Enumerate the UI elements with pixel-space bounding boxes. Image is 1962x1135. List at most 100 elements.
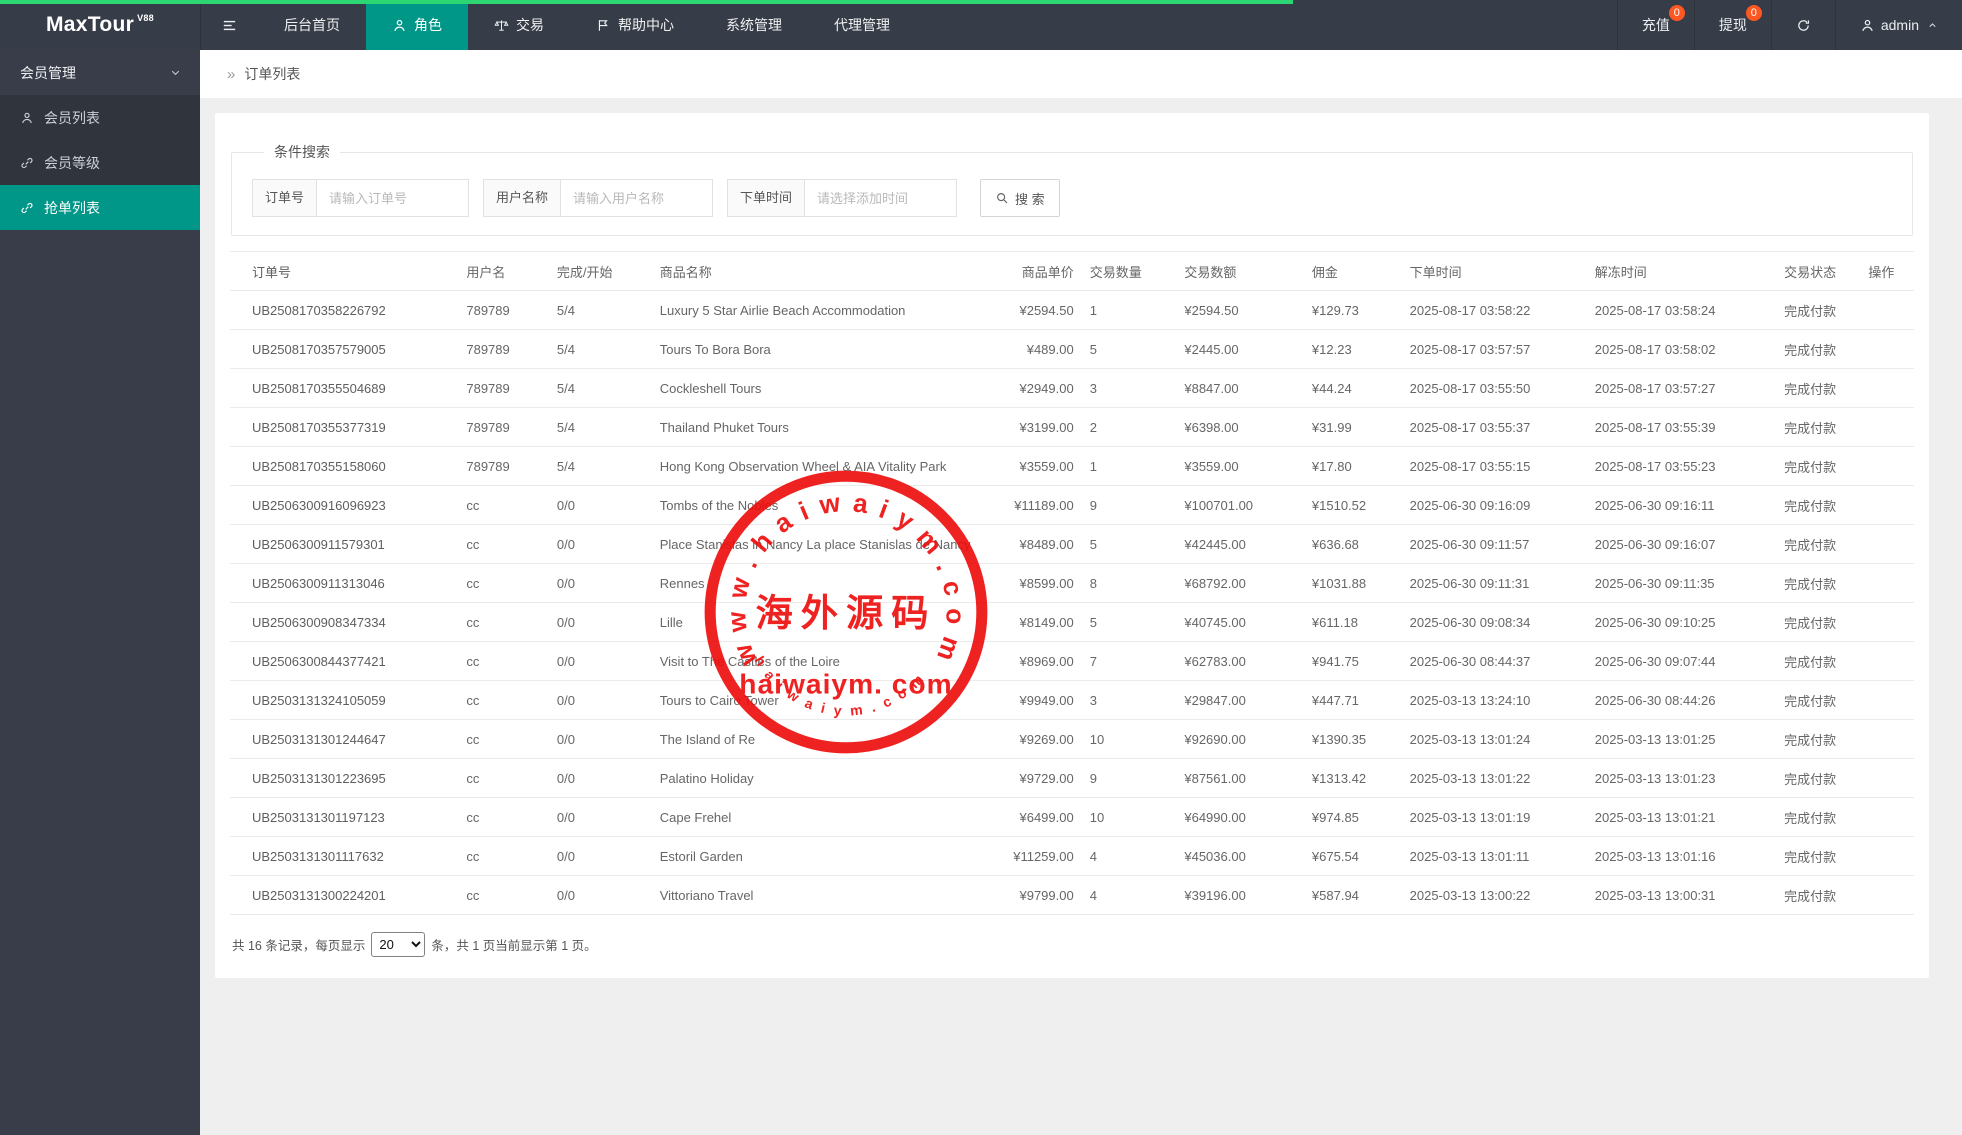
table-cell: ¥64990.00 — [1176, 797, 1304, 837]
table-cell: 2025-08-17 03:58:02 — [1586, 329, 1777, 369]
nav-tab[interactable]: 交易 — [468, 0, 570, 50]
table-cell: 3 — [1081, 368, 1177, 408]
table-cell: cc — [458, 602, 549, 642]
sidebar: 会员管理 会员列表 会员等级 抢单列表 — [0, 50, 200, 1135]
quick-link[interactable]: 提现 0 — [1693, 0, 1771, 50]
table-cell: The Island of Re — [651, 719, 977, 759]
nav-tab-label: 帮助中心 — [618, 17, 674, 33]
quick-link[interactable]: 充值 0 — [1616, 0, 1694, 50]
table-cell: 2 — [1081, 407, 1177, 447]
table-cell: 完成付款 — [1776, 602, 1861, 642]
table-cell: 2025-08-17 03:57:27 — [1586, 368, 1777, 408]
table-cell: cc — [458, 797, 549, 837]
table-cell: ¥941.75 — [1303, 641, 1402, 681]
table-cell: 0/0 — [548, 875, 652, 915]
pagination: 共 16 条记录，每页显示 20 条，共 1 页当前显示第 1 页。 — [232, 932, 1912, 957]
table-row: UB2508170355377319 789789 5/4 Thailand Phuk… — [230, 407, 1914, 447]
table-cell: 完成付款 — [1776, 797, 1861, 837]
search-field-group: 下单时间 — [727, 179, 958, 217]
app-logo-version: V88 — [137, 13, 154, 23]
table-cell: 5/4 — [548, 329, 652, 369]
refresh-button[interactable] — [1770, 0, 1835, 50]
column-header: 完成/开始 — [548, 251, 652, 291]
sidebar-item[interactable]: 会员列表 — [0, 95, 200, 140]
table-cell: ¥11189.00 — [976, 485, 1082, 525]
table-cell: 2025-06-30 09:07:44 — [1586, 641, 1777, 681]
table-cell: 2025-08-17 03:57:57 — [1401, 329, 1587, 369]
quick-links: 充值 0 提现 0 — [1616, 0, 1771, 50]
table-cell: 9 — [1081, 758, 1177, 798]
table-cell: Tours to Cairo Tower — [651, 680, 977, 720]
sidebar-item[interactable]: 会员等级 — [0, 140, 200, 185]
table-cell: 4 — [1081, 875, 1177, 915]
search-input-2[interactable] — [805, 179, 958, 217]
table-cell: cc — [458, 524, 549, 564]
table-cell: 2025-03-13 13:01:19 — [1401, 797, 1587, 837]
table-cell: 0/0 — [548, 485, 652, 525]
table-cell: cc — [458, 641, 549, 681]
search-field-group: 用户名称 — [483, 179, 714, 217]
nav-tab[interactable]: 系统管理 — [700, 0, 808, 50]
column-header: 商品名称 — [651, 251, 977, 291]
table-cell: ¥447.71 — [1303, 680, 1402, 720]
table-cell: 5 — [1081, 602, 1177, 642]
table-cell: ¥1390.35 — [1303, 719, 1402, 759]
table-cell-actions — [1860, 485, 1914, 525]
link-icon — [20, 201, 34, 215]
loading-progress-bar — [0, 0, 1293, 4]
nav-tab[interactable]: 后台首页 — [258, 0, 366, 50]
table-cell: ¥29847.00 — [1176, 680, 1304, 720]
table-cell: 789789 — [458, 446, 549, 486]
table-cell: ¥974.85 — [1303, 797, 1402, 837]
table-cell-actions — [1860, 836, 1914, 876]
sidebar-items: 会员列表 会员等级 抢单列表 — [0, 95, 200, 230]
table-cell: 0/0 — [548, 797, 652, 837]
table-cell: ¥44.24 — [1303, 368, 1402, 408]
table-cell: 完成付款 — [1776, 563, 1861, 603]
table-cell: Tombs of the Nobles — [651, 485, 977, 525]
search-input-1[interactable] — [561, 179, 714, 217]
table-row: UB2508170355504689 789789 5/4 Cockleshell T… — [230, 368, 1914, 408]
nav-tab[interactable]: 角色 — [366, 0, 468, 50]
sidebar-group-label: 会员管理 — [20, 64, 76, 81]
page-size-select[interactable]: 20 — [371, 932, 426, 957]
table-cell: ¥62783.00 — [1176, 641, 1304, 681]
nav-tab[interactable]: 代理管理 — [808, 0, 916, 50]
table-cell: 2025-03-13 13:01:23 — [1586, 758, 1777, 798]
table-cell: 2025-03-13 13:01:22 — [1401, 758, 1587, 798]
pagination-suffix: 条，共 1 页当前显示第 1 页。 — [431, 939, 597, 953]
sidebar-toggle-button[interactable] — [200, 0, 258, 50]
table-cell: 8 — [1081, 563, 1177, 603]
table-cell: Palatino Holiday — [651, 758, 977, 798]
table-cell: 完成付款 — [1776, 524, 1861, 564]
table-cell: 9 — [1081, 485, 1177, 525]
table-cell: 7 — [1081, 641, 1177, 681]
table-cell-actions — [1860, 641, 1914, 681]
table-cell-actions — [1860, 368, 1914, 408]
sidebar-item[interactable]: 抢单列表 — [0, 185, 200, 230]
table-cell: 2025-03-13 13:01:25 — [1586, 719, 1777, 759]
user-menu[interactable]: admin — [1834, 0, 1962, 50]
sidebar-group-member-management[interactable]: 会员管理 — [0, 50, 200, 95]
table-cell: cc — [458, 485, 549, 525]
table-cell: Tours To Bora Bora — [651, 329, 977, 369]
table-cell: ¥611.18 — [1303, 602, 1402, 642]
table-cell: 5/4 — [548, 290, 652, 330]
nav-tab[interactable]: 帮助中心 — [570, 0, 700, 50]
table-cell: 2025-03-13 13:01:21 — [1586, 797, 1777, 837]
table-cell: ¥11259.00 — [976, 836, 1082, 876]
table-cell: ¥39196.00 — [1176, 875, 1304, 915]
table-cell: ¥6499.00 — [976, 797, 1082, 837]
table-cell: UB2506300911313046 — [230, 563, 459, 603]
table-cell: ¥1510.52 — [1303, 485, 1402, 525]
search-fieldset: 条件搜索 订单号 用户名称 下单时间 搜 索 — [231, 142, 1913, 236]
table-cell: cc — [458, 719, 549, 759]
table-cell: 完成付款 — [1776, 368, 1861, 408]
search-input-0[interactable] — [317, 179, 470, 217]
table-cell: UB2508170355377319 — [230, 407, 459, 447]
search-button[interactable]: 搜 索 — [980, 179, 1060, 217]
table-cell: ¥675.54 — [1303, 836, 1402, 876]
table-cell: 完成付款 — [1776, 329, 1861, 369]
table-row: UB2503131300224201 cc 0/0 Vittoriano Travel… — [230, 875, 1914, 915]
table-cell-actions — [1860, 563, 1914, 603]
